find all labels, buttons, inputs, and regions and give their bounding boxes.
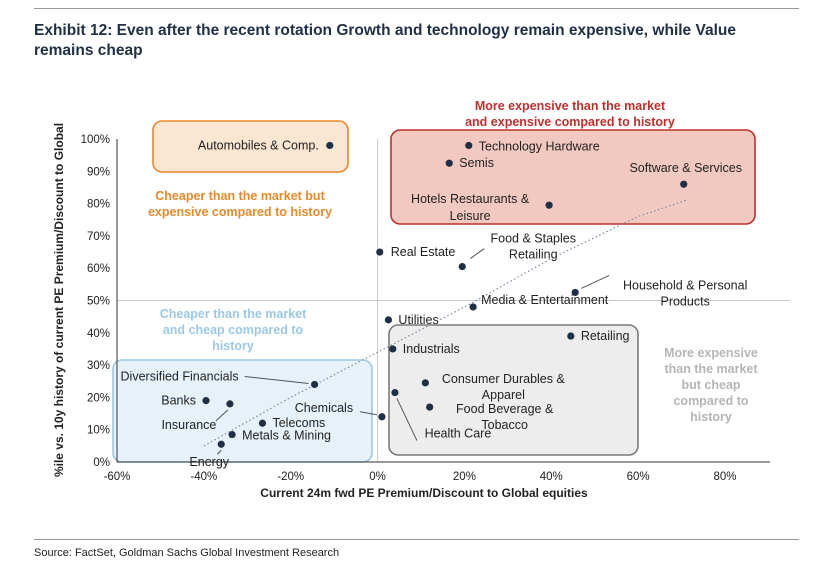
top-rule	[34, 8, 799, 9]
scatter-point	[228, 430, 236, 439]
region-box-cheaper-expensive	[152, 120, 349, 173]
scatter-point	[445, 159, 453, 167]
point-label: Telecoms	[272, 416, 325, 430]
scatter-point	[458, 262, 466, 271]
scatter-point	[545, 201, 553, 209]
leader-line	[244, 375, 309, 384]
point-label: Insurance	[161, 418, 216, 432]
y-tick-label: 20%	[87, 392, 110, 404]
region-box-expensive-expensive	[390, 129, 756, 225]
scatter-point	[258, 419, 267, 427]
y-tick-label: 10%	[87, 425, 110, 437]
y-tick-label: 80%	[87, 199, 110, 211]
source-note: Source: FactSet, Goldman Sachs Global In…	[34, 547, 340, 559]
y-tick-label: 30%	[87, 360, 110, 372]
point-label: Energy	[189, 455, 229, 469]
scatter-point	[384, 316, 393, 324]
point-label: Retailing	[581, 329, 630, 343]
scatter-point	[326, 141, 334, 150]
x-tick-label: -40%	[190, 471, 217, 483]
y-tick-label: 100%	[81, 134, 110, 146]
scatter-chart: -60% -40% -20% 0% 20% 40% 60% 80% 0% 10% 20% 30% 40%…	[52, 99, 790, 500]
scatter-point	[217, 440, 225, 448]
y-tick-label: 0%	[93, 457, 110, 469]
point-label: Software & Services	[629, 161, 742, 175]
point-label: Automobiles & Comp.	[198, 138, 319, 152]
point-label: Food & Staples Retailing	[491, 232, 576, 262]
x-tick-label: 0%	[369, 471, 386, 483]
scatter-point	[567, 332, 575, 340]
point-label: Food Beverage & Tobacco	[456, 402, 554, 432]
region-box-expensive-cheap	[388, 324, 639, 456]
scatter-point	[469, 303, 477, 311]
point-label: Chemicals	[295, 401, 353, 415]
y-tick-label: 90%	[87, 166, 110, 178]
y-tick-label: 60%	[87, 263, 110, 275]
scatter-point	[421, 379, 429, 387]
leader-line	[580, 274, 610, 289]
point-label: Technology Hardware	[479, 139, 600, 153]
x-tick-label: 20%	[453, 471, 476, 483]
annotation-expensive-cheap: More expensive than the market but cheap co…	[664, 346, 758, 424]
scatter-point	[378, 413, 386, 421]
scatter-point	[426, 403, 434, 411]
y-tick-label: 40%	[87, 328, 110, 340]
annotation-cheaper-cheap: Cheaper than the market and cheap compare…	[160, 307, 307, 353]
point-label: Real Estate	[391, 245, 456, 259]
scatter-point	[465, 141, 473, 150]
x-axis-title: Current 24m fwd PE Premium/Discount to G…	[260, 486, 588, 500]
y-tick-label: 50%	[87, 296, 110, 308]
y-axis-title: %ile vs. 10y history of current PE Premi…	[52, 123, 66, 477]
scatter-point	[571, 288, 579, 297]
y-tick-label: 70%	[87, 231, 110, 243]
scatter-point	[202, 397, 210, 405]
point-label: Media & Entertainment	[481, 293, 609, 307]
page-title: Exhibit 12: Even after the recent rotati…	[34, 22, 736, 59]
leader-line	[359, 411, 378, 416]
leader-line	[216, 449, 222, 455]
scatter-point	[226, 400, 234, 408]
x-tick-label: 60%	[627, 471, 650, 483]
scatter-point	[680, 180, 688, 188]
point-label: Hotels Restaurants & Leisure	[411, 192, 530, 223]
point-label: Semis	[459, 156, 494, 170]
x-tick-label: 40%	[540, 471, 563, 483]
point-label: Utilities	[398, 313, 438, 327]
leader-line	[215, 409, 229, 422]
bottom-rule	[34, 539, 799, 540]
point-label: Health Care	[425, 427, 492, 441]
point-label: Banks	[161, 394, 196, 408]
scatter-point	[376, 248, 384, 256]
point-label: Metals & Mining	[242, 429, 331, 443]
leader-line	[469, 248, 485, 259]
x-tick-label: -20%	[277, 471, 304, 483]
annotation-cheaper-expensive: Cheaper than the market but expensive com…	[148, 189, 332, 219]
scatter-point	[311, 380, 319, 389]
point-label: Industrials	[403, 342, 460, 356]
x-tick-label: -60%	[104, 471, 131, 483]
point-label: Consumer Durables & Apparel	[442, 372, 566, 402]
leader-line	[396, 398, 418, 441]
annotation-expensive-expensive: More expensive than the market and expens…	[465, 99, 675, 129]
point-label: Diversified Financials	[121, 369, 239, 383]
scatter-point	[391, 388, 399, 397]
point-label: Household & Personal Products	[623, 278, 747, 308]
scatter-point	[389, 345, 397, 353]
x-tick-label: 80%	[713, 471, 736, 483]
